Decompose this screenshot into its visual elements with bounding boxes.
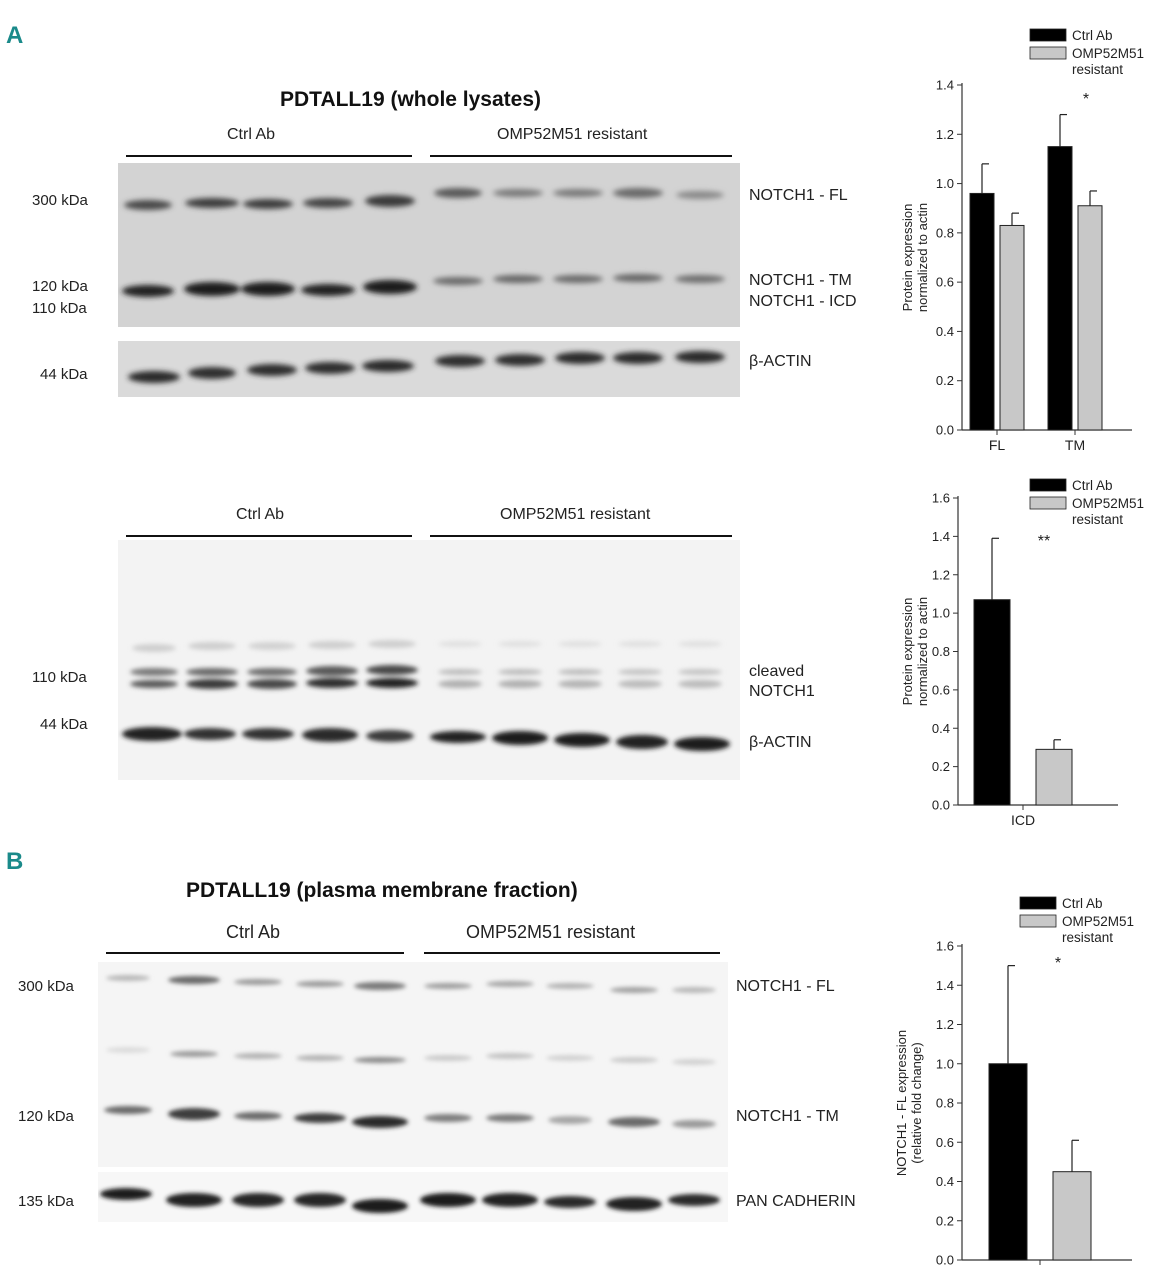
bar-resistant [1052,1171,1092,1261]
marker-135kda-b: 135 kDa [18,1193,74,1210]
legend-label-resistant: OMP52M51 resistant [1072,496,1144,527]
bar-ctrl [969,192,995,431]
group-label-ctrl-2: Ctrl Ab [236,506,285,523]
y-tick-label: 0.4 [936,324,954,339]
band-label-notch1-tm: NOTCH1 - TM [749,272,852,289]
y-tick-label: 1.4 [936,78,954,93]
legend-label-ctrl: Ctrl Ab [1062,896,1103,911]
y-axis-label: Protein expressionnormalized to actin [900,597,930,706]
y-tick-label: 0.4 [932,721,950,736]
y-tick-label: 1.2 [932,567,950,582]
y-tick-label: 0.6 [936,275,954,290]
x-tick-label: TM [1065,437,1085,453]
bar-ctrl [973,599,1011,806]
marker-44kda: 44 kDa [40,366,88,383]
y-tick-label: 0.0 [932,798,950,813]
y-tick-label: 1.6 [932,491,950,506]
y-tick-label: 0.8 [932,644,950,659]
band-label-cleaved: cleaved [749,663,805,680]
group-label-resistant: OMP52M51 resistant [497,126,648,143]
panel-letter-b: B [6,848,24,875]
band-label-pan-cadherin: PAN CADHERIN [736,1193,856,1210]
band-label-notch1: NOTCH1 [749,683,815,700]
legend-label-resistant: OMP52M51 resistant [1072,46,1144,77]
marker-120kda: 120 kDa [32,278,88,295]
marker-110kda: 110 kDa [32,300,87,317]
legend-swatch-ctrl [1029,478,1067,492]
significance-marker: * [1083,91,1089,108]
band-label-beta-actin: β-ACTIN [749,353,812,370]
group-underline-ctrl-2 [126,535,412,537]
bar-chart-icd: 0.0 0.2 0.4 0.6 0.8 1.0 1.2 1.4 1.6 Protein expre… [900,478,1144,828]
panel-letter-a: A [6,22,24,49]
group-label-resistant-2: OMP52M51 resistant [500,506,651,523]
marker-110kda-2: 110 kDa [32,669,87,686]
legend-swatch-ctrl [1029,28,1067,42]
band-label-beta-actin-2: β-ACTIN [749,734,812,751]
group-label-ctrl-b: Ctrl Ab [226,922,281,942]
bar-chart-fl-membrane: 0.0 0.2 0.4 0.6 0.8 1.0 1.2 1.4 1.6 NOTCH1 - FL e… [894,896,1134,1268]
legend-swatch-resistant [1029,496,1067,510]
legend-swatch-ctrl [1019,896,1057,910]
group-label-resistant-b: OMP52M51 resistant [466,922,636,942]
legend-swatch-resistant [1029,46,1067,60]
group-label-ctrl: Ctrl Ab [227,126,276,143]
legend-swatch-resistant [1019,914,1057,928]
group-underline-resistant-b [424,952,720,954]
bar-ctrl [988,1063,1028,1261]
legend-label-ctrl: Ctrl Ab [1072,28,1113,43]
marker-300kda: 300 kDa [32,192,88,209]
bar-resistant [1077,205,1103,431]
y-tick-label: 1.6 [936,939,954,954]
group-underline-resistant [430,155,732,157]
bar-ctrl [1047,146,1073,431]
panel-b-title: PDTALL19 (plasma membrane fraction) [186,879,578,902]
y-tick-label: 1.2 [936,127,954,142]
bar-resistant [1035,748,1073,806]
y-tick-label: 0.6 [932,682,950,697]
western-blot-image-b [98,962,728,1222]
y-tick-label: 0.4 [936,1174,954,1189]
y-tick-label: 0.0 [936,423,954,438]
x-tick-label: ICD [1011,812,1035,828]
significance-marker: ** [1038,533,1050,550]
y-tick-label: 1.0 [936,176,954,191]
legend-label-ctrl: Ctrl Ab [1072,478,1113,493]
bar-chart-fl-tm: 0.0 0.2 0.4 0.6 0.8 1.0 1.2 1.4 Protein expressi… [900,28,1144,453]
panel-a-title: PDTALL19 (whole lysates) [280,88,542,111]
bar-resistant [999,224,1025,431]
y-tick-label: 0.2 [932,759,950,774]
y-tick-label: 1.4 [932,529,950,544]
y-tick-label: 0.2 [936,373,954,388]
y-axis-label: Protein expressionnormalized to actin [900,203,930,312]
band-label-notch1-icd: NOTCH1 - ICD [749,293,857,310]
marker-44kda-2: 44 kDa [40,716,88,733]
y-tick-label: 0.2 [936,1213,954,1228]
y-tick-label: 1.2 [936,1017,954,1032]
band-label-notch1-tm-b: NOTCH1 - TM [736,1108,839,1125]
group-underline-ctrl-b [106,952,404,954]
group-underline-resistant-2 [430,535,732,537]
y-axis-label: NOTCH1 - FL expression(relative fold cha… [894,1030,924,1176]
y-tick-label: 0.0 [936,1253,954,1268]
y-tick-label: 0.8 [936,225,954,240]
marker-300kda-b: 300 kDa [18,978,74,995]
legend-label-resistant: OMP52M51 resistant [1062,914,1134,945]
y-tick-label: 0.8 [936,1096,954,1111]
x-tick-label: FL [989,437,1006,453]
band-label-notch1-fl-b: NOTCH1 - FL [736,978,835,995]
western-blot-image-a1 [118,163,740,397]
band-label-notch1-fl: NOTCH1 - FL [749,187,848,204]
significance-marker: * [1055,955,1061,972]
group-underline-ctrl [126,155,412,157]
marker-120kda-b: 120 kDa [18,1108,74,1125]
y-tick-label: 1.0 [936,1056,954,1071]
western-blot-image-a2 [118,540,740,780]
y-tick-label: 1.4 [936,978,954,993]
y-tick-label: 0.6 [936,1135,954,1150]
y-tick-label: 1.0 [932,606,950,621]
